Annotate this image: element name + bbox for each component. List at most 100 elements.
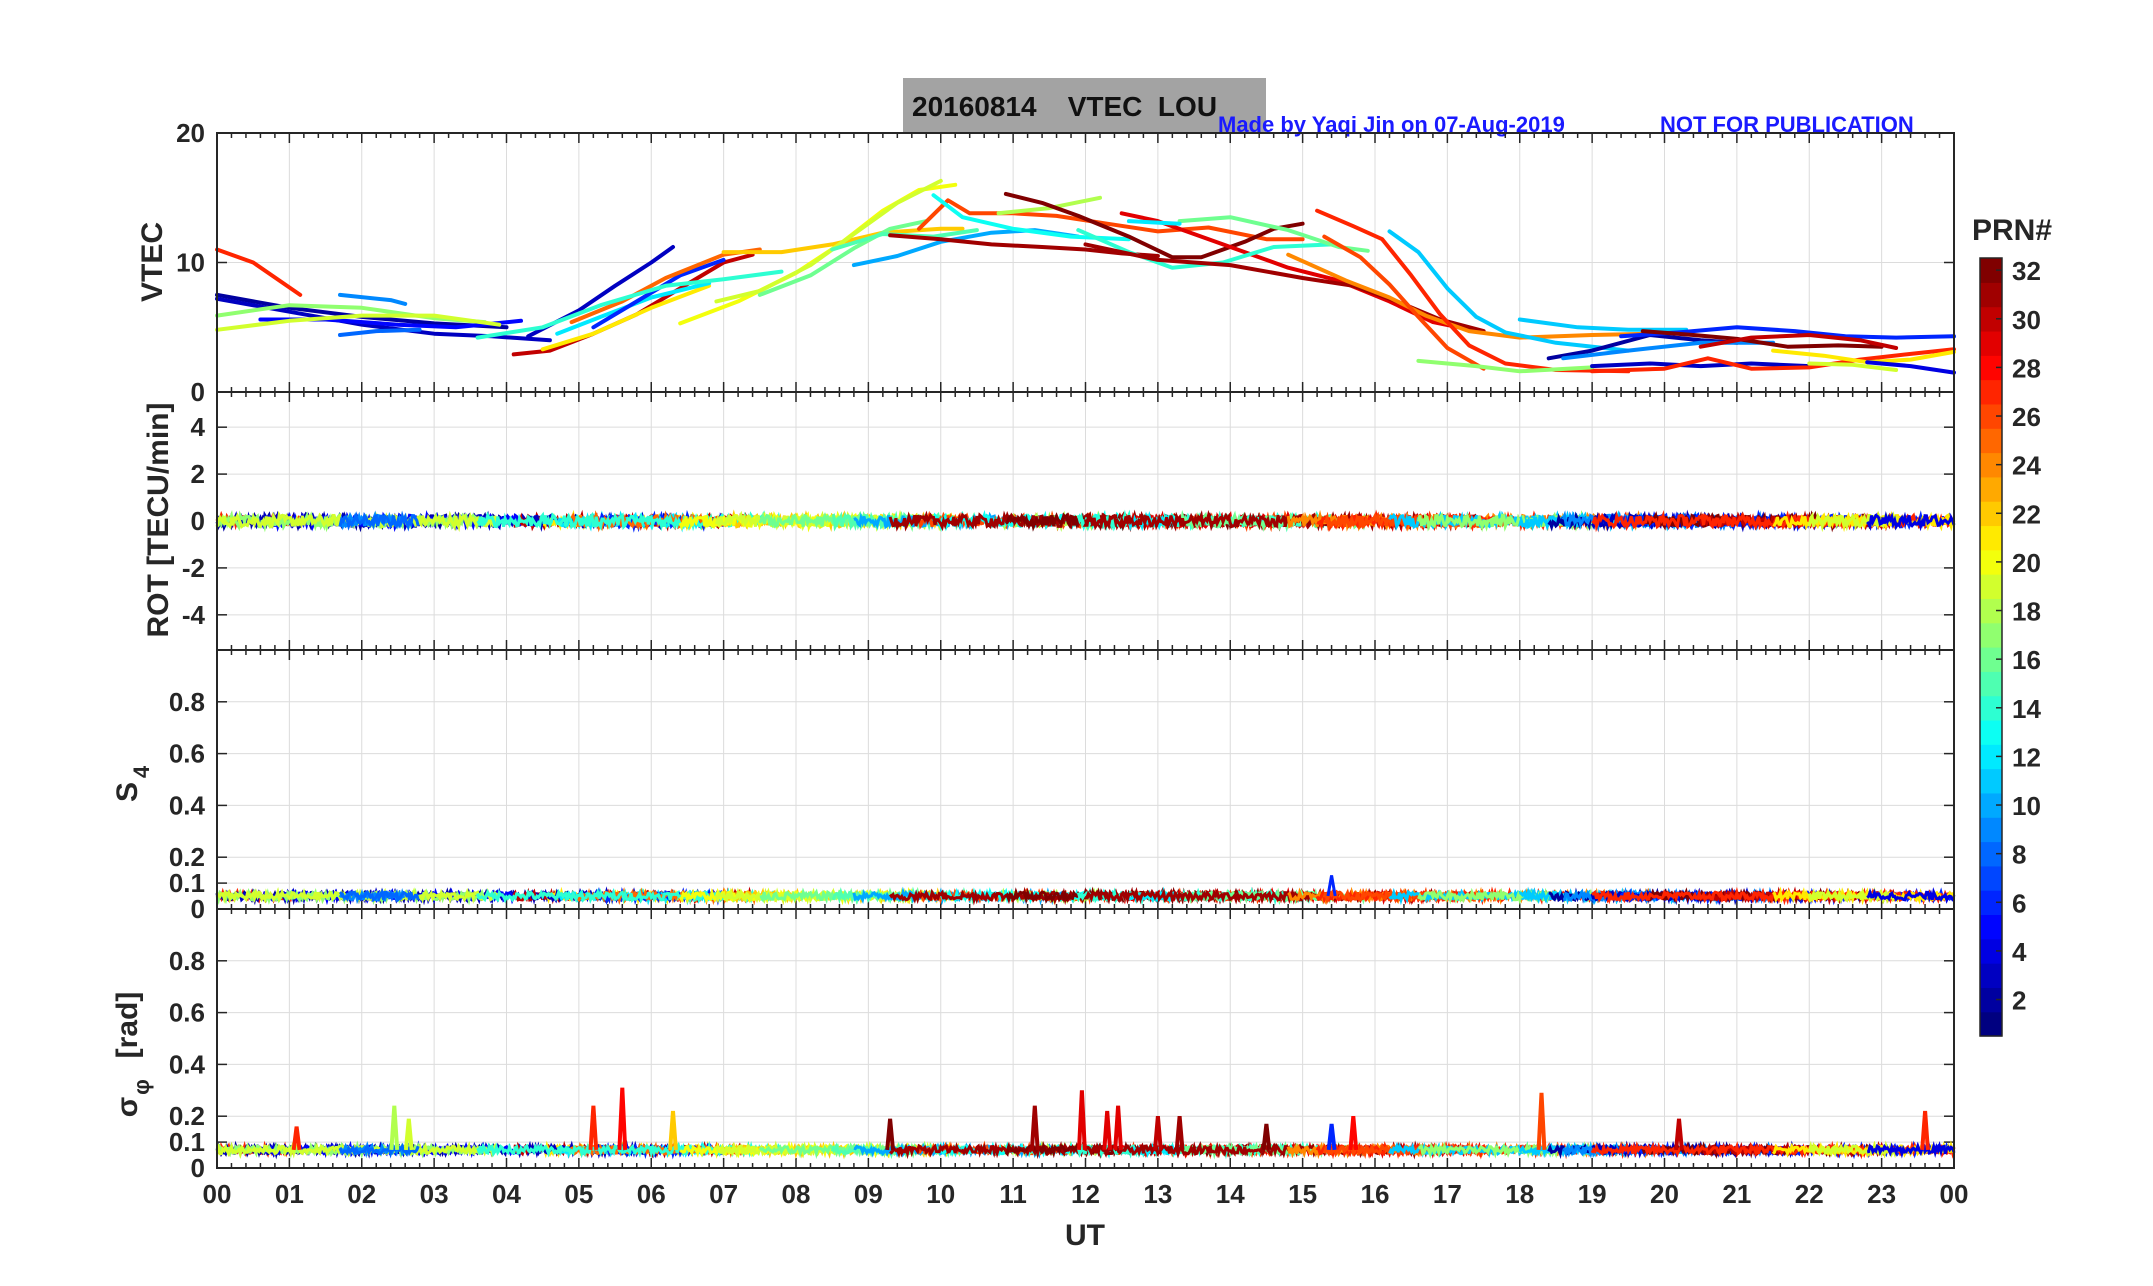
x-tick-label: 16	[1361, 1179, 1390, 1209]
sigma-phi-spike	[389, 1105, 400, 1151]
colorbar-segment	[1980, 428, 2002, 454]
x-tick-label: 20	[1650, 1179, 1679, 1209]
sigma-phi-trace-prn-4	[1866, 1140, 1956, 1159]
sigma-phi-spike	[291, 1126, 302, 1151]
sigma-phi-spike	[1326, 1123, 1337, 1151]
vtec-series-prn-4	[1865, 360, 1956, 375]
colorbar-segment	[1980, 671, 2002, 697]
colorbar-tick-label: 4	[2012, 937, 2027, 967]
x-tick-label: 21	[1722, 1179, 1751, 1209]
colorbar-tick-label: 18	[2012, 597, 2041, 627]
sigma-phi-y-tick-label: 0	[191, 1153, 205, 1183]
rot-trace-prn-4	[1866, 511, 1956, 532]
x-tick-label: 22	[1795, 1179, 1824, 1209]
colorbar-segment	[1980, 890, 2002, 916]
vtec-series-prn-19	[215, 313, 502, 332]
sigma-phi-spike	[1348, 1116, 1359, 1151]
vtec-series-prn-14	[1076, 228, 1334, 270]
colorbar-segment	[1980, 476, 2002, 502]
x-tick-label: 00	[1940, 1179, 1969, 1209]
colorbar-tick-label: 14	[2012, 694, 2041, 724]
sigma-symbol: σ	[111, 1097, 144, 1118]
sigma-phi-spike	[1153, 1116, 1163, 1151]
title-group: 20160814 VTEC LOU	[903, 78, 1266, 132]
colorbar-segment	[1980, 452, 2002, 478]
colorbar-tick-label: 22	[2012, 499, 2041, 529]
s4-y-tick-label: 0	[191, 894, 205, 924]
sigma-phi-y-tick-label: 0.2	[169, 1101, 205, 1131]
colorbar-tick-label: 30	[2012, 305, 2041, 335]
sigma-phi-panel: 00.10.2 0.4 0.6 0.8 00 01 02 03 04 05 06 07 08 09 10 11…	[169, 908, 1969, 1209]
colorbar-label: PRN#	[1972, 214, 2052, 247]
s4-y-tick-label: 0.2	[169, 842, 205, 872]
sigma-phi-axis-title: σ φ [rad]	[111, 992, 154, 1118]
sigma-phi-spike	[1029, 1105, 1040, 1151]
sigma-phi-spike	[1674, 1118, 1684, 1151]
colorbar-segment	[1980, 865, 2002, 891]
vtec-series-prn-14	[475, 269, 784, 340]
vtec-axis-title: VTEC	[136, 222, 169, 302]
colorbar-segment	[1980, 379, 2002, 405]
vtec-series-prn-9	[338, 292, 408, 306]
x-tick-label: 18	[1505, 1179, 1534, 1209]
vtec-series-prn-26	[1322, 234, 1486, 371]
sigma-phi-spike	[1174, 1116, 1185, 1151]
x-tick-label: 06	[637, 1179, 666, 1209]
colorbar-segment	[1980, 695, 2002, 721]
s4-trace-prn-4	[1866, 887, 1955, 904]
rot-trace-prn-8	[338, 510, 420, 532]
s4-y-tick-label: 0.8	[169, 687, 205, 717]
colorbar-tick-label: 26	[2012, 402, 2041, 432]
sigma-phi-y-tick-label: 0.4	[169, 1049, 206, 1079]
sigma-phi-spike	[1077, 1090, 1087, 1150]
rot-panel: -4 -2 0 2 4	[182, 391, 1956, 651]
rot-y-tick-label: 2	[191, 459, 205, 489]
s4-axis-title: S 4	[111, 765, 154, 802]
sigma-phi-spike	[1102, 1110, 1113, 1151]
sigma-phi-y-tick-label: 0.1	[169, 1127, 205, 1157]
colorbar-tick-label: 24	[2012, 451, 2041, 481]
vtec-series-prn-11	[1517, 317, 1689, 332]
x-tick-label: 13	[1143, 1179, 1172, 1209]
rot-data	[215, 509, 1956, 533]
colorbar-tick-label: 8	[2012, 840, 2026, 870]
vtec-series-prn-30	[1698, 333, 1899, 350]
vtec-series-prn-26	[917, 198, 1305, 242]
colorbar-segment	[1980, 355, 2002, 381]
x-tick-label: 09	[854, 1179, 883, 1209]
rot-y-tick-label: -4	[182, 600, 206, 630]
colorbar-segment	[1980, 987, 2002, 1013]
colorbar-tick-label: 28	[2012, 353, 2041, 383]
sigma-phi-y-tick-label: 0.6	[169, 998, 205, 1028]
x-tick-label: 19	[1578, 1179, 1607, 1209]
vtec-series-prn-27	[1315, 208, 1631, 374]
colorbar-segment	[1980, 647, 2002, 672]
vtec-series-prn-8	[338, 327, 422, 337]
x-tick-label: 02	[347, 1179, 376, 1209]
chart-title: 20160814 VTEC LOU	[912, 91, 1217, 122]
x-tick-label: 08	[782, 1179, 811, 1209]
sigma-phi-spike	[617, 1087, 628, 1150]
vtec-data	[215, 178, 1956, 375]
colorbar-segment	[1980, 1011, 2002, 1037]
sigma-phi-spike	[1536, 1092, 1547, 1151]
sigma-phi-frame	[216, 908, 1955, 1169]
sigma-phi-spike	[1261, 1123, 1272, 1151]
colorbar-frame	[1979, 257, 2003, 1037]
colorbar-tick-label: 16	[2012, 645, 2041, 675]
vtec-series-prn-22	[721, 226, 965, 255]
colorbar-segment	[1980, 938, 2002, 964]
sigma-phi-trace-prn-14	[476, 1140, 783, 1159]
vtec-series-prn-9	[1561, 340, 1776, 361]
x-tick-label: 15	[1288, 1179, 1317, 1209]
x-tick-label: 03	[420, 1179, 449, 1209]
rot-y-tick-label: -2	[182, 553, 205, 583]
rot-axis-title: ROT [TECU/min]	[142, 403, 175, 638]
colorbar-segment	[1980, 792, 2002, 818]
colorbar-segment	[1980, 914, 2002, 940]
x-tick-label: 14	[1216, 1179, 1245, 1209]
vtec-series-prn-11	[1387, 229, 1631, 353]
